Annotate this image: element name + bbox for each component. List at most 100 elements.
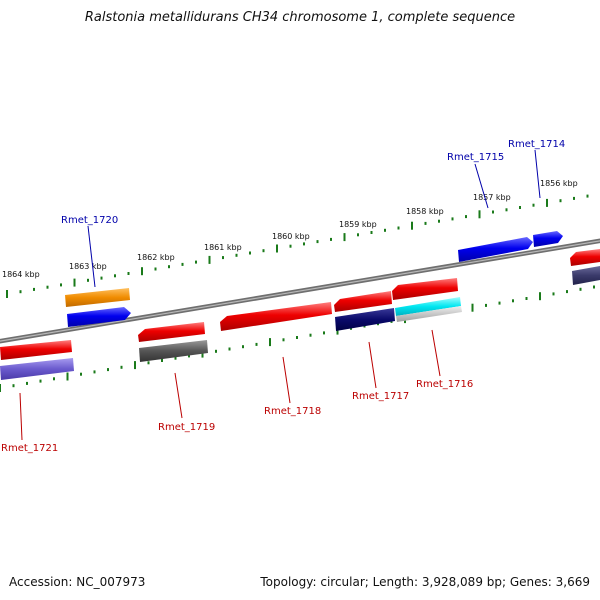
gene-arrow[interactable]	[65, 288, 130, 307]
minor-tick	[228, 347, 231, 351]
minor-tick	[573, 196, 575, 200]
gene-label-rmet-1717[interactable]: Rmet_1717	[352, 391, 409, 402]
gene-arrow[interactable]	[220, 302, 332, 331]
minor-tick	[492, 210, 494, 214]
major-tick	[66, 372, 69, 381]
minor-tick	[255, 342, 258, 346]
map-title: Ralstonia metallidurans CH34 chromosome …	[84, 10, 516, 25]
major-tick	[6, 290, 8, 298]
gene-label-rmet-1714[interactable]: Rmet_1714	[508, 139, 565, 150]
minor-tick	[19, 290, 22, 294]
minor-tick	[215, 349, 217, 353]
gene-arrow[interactable]	[138, 322, 205, 342]
minor-tick	[80, 372, 82, 376]
gene-arrow[interactable]	[533, 231, 563, 247]
minor-tick	[161, 359, 163, 362]
minor-tick	[370, 231, 373, 234]
accession-text: Accession: NC_007973	[9, 575, 146, 589]
outer-scale-ticks	[6, 194, 589, 298]
minor-tick	[330, 237, 332, 241]
gene-arrow[interactable]	[458, 237, 533, 262]
gene-arrow[interactable]	[67, 307, 131, 327]
gene-arrow[interactable]	[335, 308, 395, 331]
minor-tick	[262, 249, 265, 253]
scale-label: 1856 kbp	[540, 179, 578, 188]
major-tick	[539, 292, 541, 301]
gene-arrow[interactable]	[334, 291, 392, 312]
minor-tick	[235, 253, 238, 257]
gene-arrow[interactable]	[0, 358, 74, 380]
minor-tick	[586, 194, 589, 198]
minor-tick	[579, 287, 582, 291]
minor-tick	[309, 333, 312, 337]
minor-tick	[296, 336, 298, 339]
gene-label-rmet-1716[interactable]: Rmet_1716	[416, 379, 473, 390]
minor-tick	[532, 203, 535, 207]
major-tick	[478, 210, 481, 219]
minor-tick	[323, 331, 325, 335]
major-tick	[134, 361, 136, 370]
gene-arrow[interactable]	[572, 266, 600, 285]
minor-tick	[465, 215, 467, 219]
major-tick	[141, 267, 143, 276]
minor-tick	[519, 206, 521, 209]
minor-tick	[181, 262, 184, 266]
scale-label: 1861 kbp	[204, 243, 242, 252]
major-tick	[276, 244, 278, 253]
gene-arrow[interactable]	[570, 249, 600, 266]
minor-tick	[87, 278, 89, 282]
minor-tick	[593, 285, 595, 289]
minor-tick	[552, 292, 555, 296]
gene-label-rmet-1718[interactable]: Rmet_1718	[264, 406, 321, 417]
minor-tick	[242, 345, 244, 349]
minor-tick	[566, 290, 568, 294]
gene-label-rmet-1721[interactable]: Rmet_1721	[1, 443, 58, 454]
genome-summary: Topology: circular; Length: 3,928,089 bp…	[260, 575, 590, 589]
minor-tick	[384, 228, 386, 232]
minor-tick	[107, 368, 109, 372]
major-tick	[471, 303, 474, 312]
major-tick	[0, 384, 1, 392]
minor-tick	[282, 338, 285, 342]
minor-tick	[188, 354, 190, 358]
gene-arrow[interactable]	[395, 297, 461, 316]
gene-arrow[interactable]	[139, 340, 208, 362]
gene-arrow[interactable]	[396, 306, 462, 322]
minor-tick	[505, 208, 508, 212]
minor-tick	[100, 276, 103, 280]
minor-tick	[525, 297, 528, 300]
minor-tick	[147, 361, 150, 365]
minor-tick	[498, 301, 501, 305]
minor-tick	[357, 233, 359, 237]
minor-tick	[39, 379, 42, 383]
minor-tick	[53, 377, 55, 381]
minor-tick	[93, 370, 96, 374]
minor-tick	[154, 267, 157, 271]
minor-tick	[397, 226, 400, 230]
gene-arrow[interactable]	[0, 340, 72, 360]
gene-label-rmet-1715[interactable]: Rmet_1715	[447, 152, 504, 163]
scale-label: 1864 kbp	[2, 270, 40, 279]
minor-tick	[316, 240, 319, 244]
minor-tick	[485, 303, 487, 307]
gene-arrow[interactable]	[392, 278, 458, 300]
minor-tick	[46, 285, 49, 289]
gene-label-rmet-1720[interactable]: Rmet_1720	[61, 215, 118, 226]
gene-leader-lines	[19, 149, 541, 441]
minor-tick	[12, 384, 15, 388]
minor-tick	[114, 274, 116, 278]
major-tick	[208, 255, 211, 264]
minor-tick	[174, 356, 177, 360]
minor-tick	[120, 365, 123, 369]
major-tick	[73, 278, 76, 287]
minor-tick	[303, 242, 305, 246]
major-tick	[343, 233, 346, 242]
scale-label: 1860 kbp	[272, 232, 310, 241]
minor-tick	[512, 299, 514, 303]
gene-label-rmet-1719[interactable]: Rmet_1719	[158, 422, 215, 433]
minor-tick	[559, 199, 562, 203]
minor-tick	[195, 260, 197, 264]
minor-tick	[26, 381, 28, 385]
scale-label: 1857 kbp	[473, 193, 511, 202]
minor-tick	[289, 244, 292, 248]
